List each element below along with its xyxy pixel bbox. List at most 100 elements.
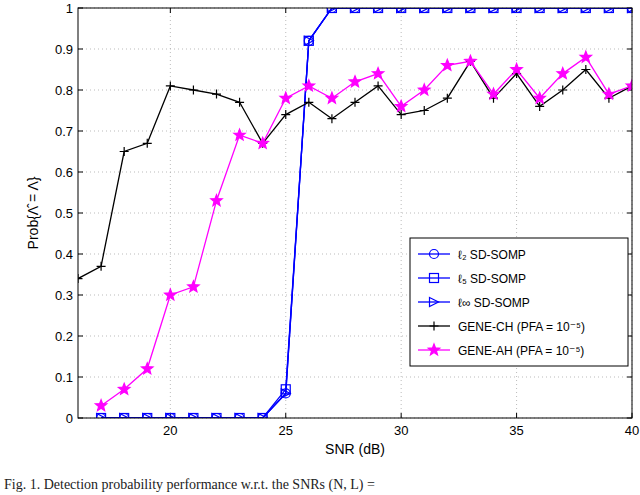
grid-line-y	[78, 131, 632, 132]
tick-label-y: 0.2	[55, 329, 73, 344]
point	[211, 195, 222, 206]
point	[466, 8, 475, 13]
point	[374, 8, 383, 13]
grid-line-y	[78, 377, 632, 378]
y-axis-label: Prob{Λ̂ = Λ}	[25, 176, 41, 249]
point	[557, 68, 568, 79]
point	[349, 76, 360, 87]
tick-y	[78, 90, 83, 91]
point	[188, 281, 199, 292]
tick-label-y: 1	[66, 1, 73, 16]
grid-line-y	[78, 172, 632, 173]
point	[558, 8, 567, 13]
point	[327, 8, 336, 13]
point	[443, 8, 452, 13]
point	[303, 80, 314, 91]
series-line	[101, 8, 632, 418]
point	[97, 414, 106, 419]
point	[351, 8, 360, 13]
point	[489, 8, 498, 13]
point	[258, 414, 267, 419]
point	[628, 8, 633, 13]
tick-label-x: 25	[279, 423, 293, 438]
tick-y	[78, 172, 83, 173]
tick-label-y: 0	[66, 411, 73, 426]
legend-marker	[428, 344, 439, 355]
legend-line	[418, 301, 450, 302]
legend-marker	[430, 250, 439, 259]
point	[419, 84, 430, 95]
tick-label-y: 0.3	[55, 288, 73, 303]
point	[626, 80, 632, 91]
point	[166, 414, 175, 419]
point	[234, 129, 245, 140]
point	[95, 400, 106, 411]
legend-label: ℓ∞ SD-SOMP	[458, 296, 530, 310]
point	[628, 8, 633, 13]
point	[443, 94, 452, 103]
tick-y	[78, 377, 83, 378]
tick-label-y: 0.4	[55, 247, 73, 262]
grid-line-y	[78, 90, 632, 91]
tick-y	[78, 213, 83, 214]
point	[374, 81, 383, 90]
point	[120, 414, 129, 419]
point	[512, 8, 521, 13]
point	[604, 8, 613, 13]
point	[581, 8, 590, 13]
point	[397, 8, 406, 13]
tick-y	[627, 377, 632, 378]
point	[465, 55, 476, 66]
point	[374, 8, 383, 13]
point	[604, 8, 613, 13]
point	[142, 363, 153, 374]
x-axis-label: SNR (dB)	[325, 441, 385, 457]
point	[420, 8, 429, 13]
point	[512, 8, 521, 13]
point	[143, 414, 152, 419]
plot-background	[78, 8, 632, 418]
point	[581, 8, 590, 13]
point	[372, 68, 383, 79]
tick-label-y: 0.9	[55, 42, 73, 57]
point	[165, 289, 176, 300]
tick-y	[78, 336, 83, 337]
point	[466, 8, 475, 13]
point	[327, 114, 336, 123]
tick-y	[78, 254, 83, 255]
point	[280, 92, 291, 103]
point	[166, 414, 175, 419]
point	[304, 36, 313, 45]
legend-label: ℓ₅ SD-SOMP	[458, 272, 526, 286]
caption: Fig. 1. Detection probability performanc…	[4, 477, 375, 493]
point	[351, 8, 360, 13]
point	[374, 8, 383, 13]
point	[97, 262, 106, 271]
tick-x	[170, 8, 171, 13]
point	[395, 100, 406, 111]
tick-label-y: 0.6	[55, 165, 73, 180]
point	[558, 8, 567, 13]
point	[535, 8, 544, 13]
point	[535, 8, 544, 13]
point	[489, 8, 498, 13]
point	[235, 414, 244, 419]
tick-label-x: 40	[625, 423, 639, 438]
legend-label: GENE-CH (PFA = 10⁻⁵)	[458, 320, 585, 334]
point	[351, 8, 360, 13]
chart: 202530354000.10.20.30.40.50.60.70.80.91S…	[0, 0, 640, 495]
point	[212, 414, 221, 419]
point	[78, 274, 83, 283]
tick-y	[627, 213, 632, 214]
grid-line-x	[401, 8, 402, 418]
point	[235, 414, 244, 419]
legend-box	[410, 238, 628, 366]
point	[166, 414, 175, 419]
tick-y	[78, 131, 83, 132]
legend: ℓ₂ SD-SOMPℓ₅ SD-SOMPℓ∞ SD-SOMPGENE-CH (P…	[410, 238, 628, 366]
point	[189, 414, 198, 419]
point	[189, 414, 198, 419]
point	[351, 98, 360, 107]
point	[443, 8, 452, 13]
point	[120, 147, 129, 156]
